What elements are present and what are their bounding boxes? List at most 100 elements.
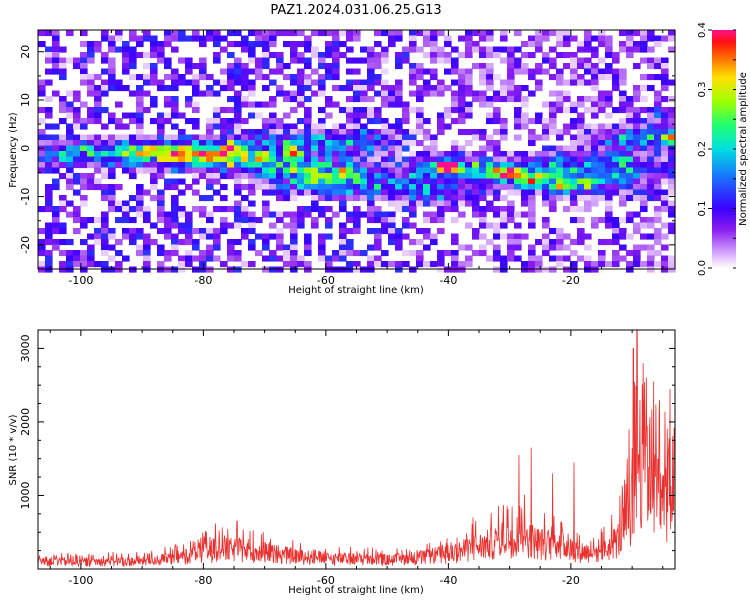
- heatmap-cell: [486, 35, 494, 42]
- heatmap-cell: [325, 156, 333, 163]
- heatmap-cell: [486, 74, 494, 81]
- heatmap-cell: [339, 233, 347, 240]
- heatmap-cell: [577, 156, 585, 163]
- heatmap-cell: [591, 184, 599, 191]
- heatmap-cell: [458, 211, 466, 218]
- heatmap-cell: [416, 228, 424, 235]
- heatmap-cell: [227, 162, 235, 169]
- heatmap-cell: [318, 173, 326, 180]
- heatmap-cell: [409, 156, 417, 163]
- heatmap-cell: [297, 184, 305, 191]
- heatmap-cell: [157, 250, 165, 257]
- heatmap-cell: [129, 118, 137, 125]
- heatmap-cell: [388, 96, 396, 103]
- heatmap-cell: [262, 123, 270, 130]
- heatmap-cell: [94, 178, 102, 185]
- heatmap-cell: [220, 46, 228, 53]
- heatmap-cell: [570, 195, 578, 202]
- heatmap-cell: [577, 63, 585, 70]
- heatmap-cell: [598, 178, 606, 185]
- heatmap-cell: [563, 90, 571, 97]
- heatmap-cell: [192, 244, 200, 251]
- heatmap-cell: [661, 266, 669, 273]
- heatmap-cell: [444, 123, 452, 130]
- heatmap-cell: [661, 134, 669, 141]
- heatmap-cell: [640, 85, 648, 92]
- heatmap-cell: [227, 52, 235, 59]
- heatmap-cell: [199, 250, 207, 257]
- heatmap-cell: [45, 200, 53, 207]
- heatmap-cell: [486, 255, 494, 262]
- heatmap-cell: [185, 134, 193, 141]
- heatmap-cell: [94, 140, 102, 147]
- heatmap-cell: [73, 112, 81, 119]
- heatmap-cell: [87, 173, 95, 180]
- heatmap-cell: [563, 63, 571, 70]
- heatmap-cell: [626, 173, 634, 180]
- heatmap-cell: [262, 173, 270, 180]
- heatmap-cell: [115, 151, 123, 158]
- heatmap-cell: [556, 129, 564, 136]
- heatmap-cell: [220, 140, 228, 147]
- heatmap-cell: [59, 101, 67, 108]
- heatmap-cell: [241, 96, 249, 103]
- heatmap-cell: [451, 162, 459, 169]
- heatmap-cell: [612, 228, 620, 235]
- heatmap-cell: [486, 85, 494, 92]
- heatmap-cell: [633, 41, 641, 48]
- heatmap-cell: [234, 250, 242, 257]
- heatmap-cell: [437, 200, 445, 207]
- heatmap-cell: [479, 145, 487, 152]
- heatmap-cell: [556, 30, 564, 37]
- heatmap-cell: [73, 250, 81, 257]
- heatmap-cell: [612, 239, 620, 246]
- heatmap-cell: [192, 74, 200, 81]
- heatmap-cell: [416, 96, 424, 103]
- heatmap-cell: [318, 123, 326, 130]
- heatmap-cell: [605, 211, 613, 218]
- heatmap-cell: [318, 129, 326, 136]
- heatmap-cell: [150, 35, 158, 42]
- heatmap-cell: [521, 195, 529, 202]
- heatmap-cell: [276, 85, 284, 92]
- heatmap-cell: [444, 41, 452, 48]
- heatmap-cell: [388, 156, 396, 163]
- heatmap-cell: [584, 63, 592, 70]
- heatmap-cell: [521, 52, 529, 59]
- heatmap-cell: [353, 112, 361, 119]
- heatmap-cell: [248, 90, 256, 97]
- heatmap-cell: [626, 101, 634, 108]
- heatmap-cell: [521, 118, 529, 125]
- heatmap-cell: [542, 222, 550, 229]
- heatmap-cell: [668, 30, 676, 37]
- heatmap-cell: [395, 35, 403, 42]
- heatmap-cell: [157, 57, 165, 64]
- heatmap-cell: [444, 85, 452, 92]
- heatmap-cell: [171, 184, 179, 191]
- heatmap-cell: [570, 266, 578, 273]
- heatmap-cell: [164, 57, 172, 64]
- heatmap-cell: [612, 151, 620, 158]
- heatmap-cell: [430, 68, 438, 75]
- heatmap-cell: [262, 200, 270, 207]
- heatmap-cell: [269, 145, 277, 152]
- heatmap-cell: [52, 151, 60, 158]
- heatmap-cell: [227, 123, 235, 130]
- heatmap-cell: [514, 112, 522, 119]
- colorbar-tick-label: 0.3: [697, 82, 708, 98]
- heatmap-cell: [269, 184, 277, 191]
- heatmap-cell: [661, 145, 669, 152]
- heatmap-cell: [381, 134, 389, 141]
- heatmap-cell: [591, 85, 599, 92]
- heatmap-cell: [339, 129, 347, 136]
- heatmap-cell: [143, 167, 151, 174]
- heatmap-cell: [577, 162, 585, 169]
- heatmap-cell: [472, 46, 480, 53]
- heatmap-cell: [465, 173, 473, 180]
- chart-title: PAZ1.2024.031.06.25.G13: [270, 3, 441, 18]
- heatmap-cell: [178, 228, 186, 235]
- heatmap-cell: [171, 74, 179, 81]
- heatmap-cell: [311, 222, 319, 229]
- heatmap-cell: [381, 79, 389, 86]
- heatmap-cell: [409, 195, 417, 202]
